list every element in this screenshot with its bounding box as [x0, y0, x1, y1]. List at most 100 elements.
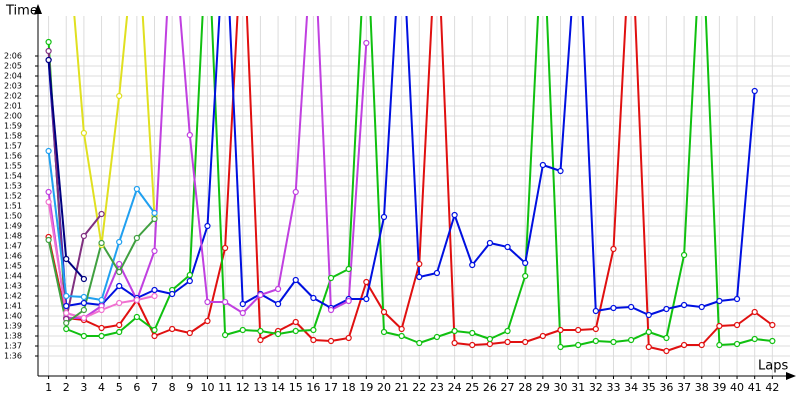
data-point: [169, 325, 176, 333]
data-point: [575, 341, 582, 349]
data-point: [222, 298, 229, 306]
x-tick-label: 23: [430, 381, 444, 394]
data-point: [522, 338, 529, 346]
data-point: [769, 337, 776, 345]
x-tick-label: 3: [80, 381, 87, 394]
x-tick-label: 34: [624, 381, 638, 394]
data-point: [310, 326, 317, 334]
y-tick-label: 1:48: [4, 232, 22, 241]
data-point: [80, 314, 87, 322]
data-point: [133, 313, 140, 321]
grid: [38, 16, 790, 376]
data-point: [98, 239, 105, 247]
data-point: [151, 215, 158, 223]
y-tick-label: 1:54: [4, 172, 22, 181]
x-tick-label: 37: [677, 381, 691, 394]
y-tick-label: 2:01: [4, 102, 22, 111]
y-tick-label: 2:00: [4, 112, 22, 121]
data-point: [80, 306, 87, 314]
data-point: [186, 131, 193, 139]
y-tick-label: 1:52: [4, 192, 22, 201]
data-point: [116, 92, 123, 100]
data-point: [628, 336, 635, 344]
x-tick-label: 10: [200, 381, 214, 394]
data-point: [45, 188, 52, 196]
data-point: [345, 265, 352, 273]
data-point: [592, 337, 599, 345]
data-point: [204, 298, 211, 306]
x-tick-label: 25: [465, 381, 479, 394]
data-point: [292, 276, 299, 284]
data-point: [398, 325, 405, 333]
data-point: [380, 328, 388, 336]
data-point: [151, 209, 158, 217]
data-point: [257, 336, 264, 344]
data-point: [416, 339, 423, 347]
data-point: [116, 268, 123, 276]
data-point: [80, 129, 87, 137]
data-point: [733, 340, 741, 348]
series-line: [47, 50, 103, 320]
y-tick-label: 2:06: [4, 52, 22, 61]
x-axis-label: Laps: [758, 359, 788, 374]
data-point: [98, 306, 105, 314]
data-point: [292, 327, 299, 335]
y-tick-label: 1:59: [4, 122, 22, 131]
data-point: [698, 341, 705, 349]
data-point: [504, 338, 511, 346]
x-tick-label: 24: [448, 381, 462, 394]
data-point: [239, 326, 246, 334]
data-point: [680, 301, 688, 309]
y-tick-label: 1:36: [4, 352, 22, 361]
y-tick-label: 1:58: [4, 132, 22, 141]
data-point: [486, 335, 494, 343]
data-point: [486, 239, 494, 247]
x-tick-label: 22: [412, 381, 426, 394]
x-tick-label: 32: [589, 381, 603, 394]
data-point: [116, 260, 123, 268]
x-tick-label: 15: [289, 381, 303, 394]
data-point: [151, 326, 158, 334]
data-point: [116, 282, 123, 290]
data-point: [222, 331, 229, 339]
data-point: [380, 308, 388, 316]
x-tick-label: 40: [730, 381, 744, 394]
data-point: [257, 291, 264, 299]
data-point: [186, 329, 193, 337]
data-point: [592, 307, 599, 315]
y-tick-label: 1:46: [4, 252, 22, 261]
data-point: [292, 318, 299, 326]
data-point: [45, 198, 52, 206]
data-point: [522, 272, 529, 280]
x-tick-label: 35: [642, 381, 656, 394]
x-axis-arrow: [786, 372, 796, 380]
y-axis-label: Time: [5, 4, 38, 19]
x-tick-label: 11: [218, 381, 232, 394]
data-point: [98, 210, 105, 218]
y-tick-label: 1:49: [4, 222, 22, 231]
data-point: [292, 188, 299, 196]
data-point: [186, 277, 193, 285]
x-tick-label: 30: [554, 381, 568, 394]
y-tick-label: 1:53: [4, 182, 22, 191]
y-tick-label: 1:50: [4, 212, 22, 221]
x-tick-label: 39: [712, 381, 726, 394]
data-point: [80, 275, 87, 283]
data-point: [63, 319, 70, 327]
y-tick-label: 1:42: [4, 292, 22, 301]
x-tick-label: 1: [45, 381, 52, 394]
x-tick-label: 17: [324, 381, 338, 394]
data-point: [575, 326, 582, 334]
data-point: [716, 297, 723, 305]
y-tick-label: 1:44: [4, 272, 22, 281]
data-point: [116, 238, 123, 246]
data-point: [363, 295, 370, 303]
data-point: [469, 341, 476, 349]
data-point: [592, 325, 599, 333]
y-tick-label: 1:45: [4, 262, 22, 271]
data-point: [274, 285, 282, 293]
x-tick-label: 27: [501, 381, 515, 394]
data-point: [680, 341, 688, 349]
data-point: [98, 324, 105, 332]
